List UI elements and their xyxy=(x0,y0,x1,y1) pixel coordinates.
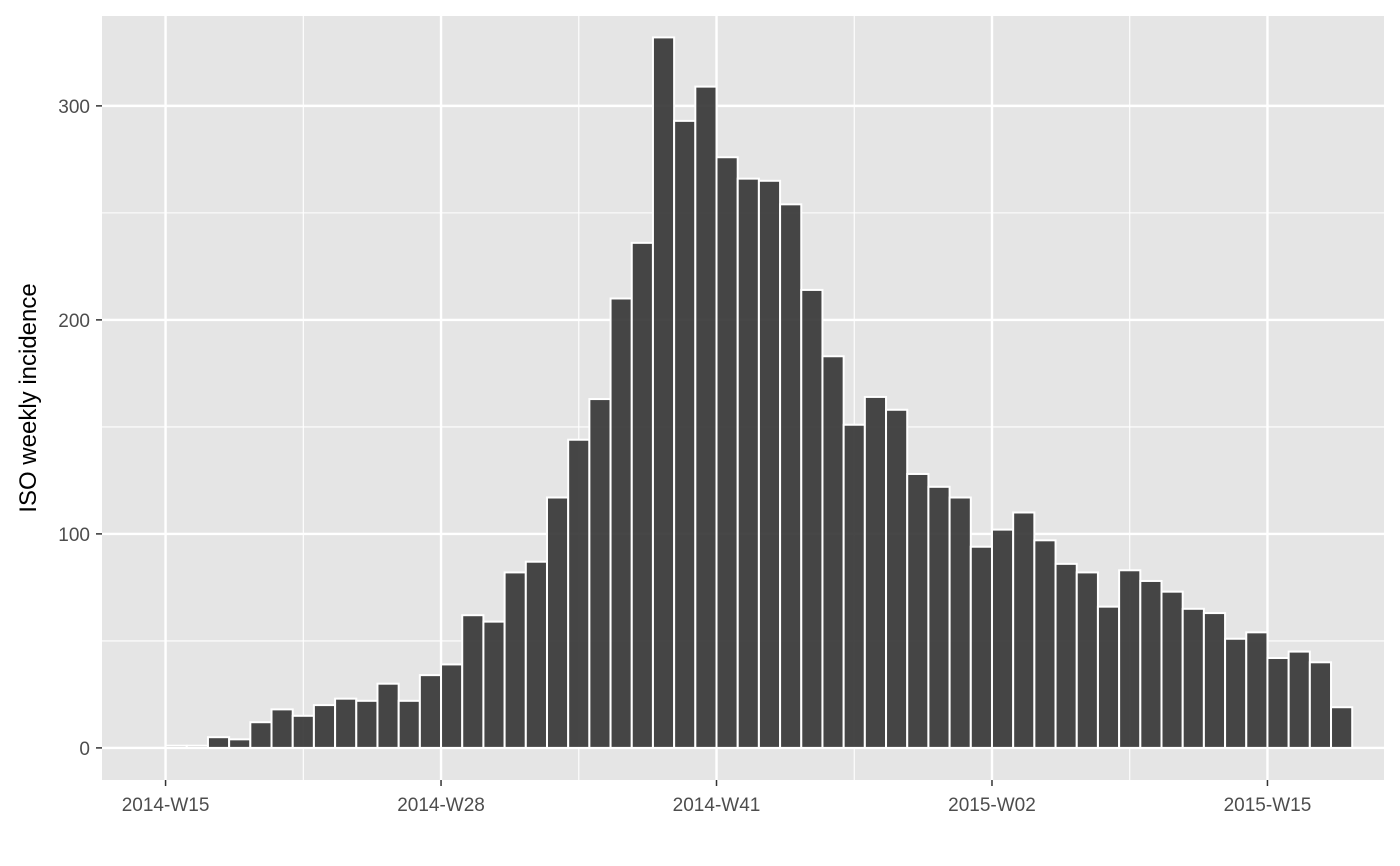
bar-2015-W06 xyxy=(1075,571,1099,749)
bar-2014-W15 xyxy=(164,744,188,749)
bar-2014-W40 xyxy=(694,85,718,749)
bar-2014-W35 xyxy=(588,398,612,749)
bar-2015-W01 xyxy=(969,545,993,749)
bar-2014-W49 xyxy=(885,408,909,749)
bar-2014-W29 xyxy=(461,614,485,749)
bar-2014-W38 xyxy=(651,36,676,749)
bar-2014-W25 xyxy=(376,682,400,749)
bar-2014-W43 xyxy=(757,179,782,749)
bar-2015-W09 xyxy=(1139,579,1163,749)
bar-2014-W24 xyxy=(355,699,379,749)
bar-2015-W12 xyxy=(1202,612,1227,749)
bar-2014-W17 xyxy=(206,736,231,749)
y-tick-label: 100 xyxy=(58,525,90,546)
y-tick-label: 0 xyxy=(79,739,90,760)
bar-2015-W17 xyxy=(1308,661,1333,749)
bar-2014-W37 xyxy=(630,241,654,749)
bar-2015-W07 xyxy=(1096,605,1121,749)
bar-2015-W10 xyxy=(1160,590,1184,749)
bar-2014-W34 xyxy=(567,438,591,749)
x-tick-label: 2015-W15 xyxy=(1224,795,1312,816)
bar-2015-W04 xyxy=(1033,539,1057,749)
bar-2014-W21 xyxy=(291,714,315,749)
y-tick-label: 200 xyxy=(58,311,90,332)
bar-2014-W51 xyxy=(927,485,951,749)
x-tick-label: 2015-W02 xyxy=(948,795,1036,816)
bar-2014-W33 xyxy=(545,496,570,749)
bar-2014-W36 xyxy=(609,297,633,749)
bar-2015-W16 xyxy=(1287,650,1311,749)
bar-2014-W22 xyxy=(312,704,337,749)
bar-2015-W18 xyxy=(1330,706,1354,749)
x-tick-label: 2014-W15 xyxy=(122,795,210,816)
bar-series xyxy=(164,36,1354,749)
bar-2014-W16 xyxy=(185,744,209,749)
bar-2014-W32 xyxy=(524,560,548,749)
bar-2015-W15 xyxy=(1266,657,1290,749)
bar-2014-W18 xyxy=(228,738,252,749)
bar-2014-W23 xyxy=(334,697,358,749)
bar-2014-W20 xyxy=(270,708,294,749)
bar-2014-W27 xyxy=(418,674,443,749)
bar-2014-W48 xyxy=(863,395,888,749)
bar-2015-W08 xyxy=(1118,569,1142,749)
bar-2014-W50 xyxy=(906,472,930,749)
bar-2015-W03 xyxy=(1012,511,1036,749)
x-axis-ticks: 2014-W15 2014-W28 2014-W41 2015-W02 2015-W15 xyxy=(122,780,1312,816)
y-axis-title: ISO weekly incidence xyxy=(15,283,42,512)
x-tick-label: 2014-W28 xyxy=(397,795,485,816)
bar-2014-W31 xyxy=(503,571,527,749)
bar-2014-W39 xyxy=(673,119,697,749)
bar-2015-W14 xyxy=(1245,631,1269,749)
bar-2014-W42 xyxy=(736,177,760,749)
x-tick-label: 2014-W41 xyxy=(673,795,761,816)
y-tick-label: 300 xyxy=(58,97,90,118)
bar-2014-W44 xyxy=(779,203,803,749)
bar-2015-W05 xyxy=(1054,562,1078,749)
bar-2015-W13 xyxy=(1224,637,1248,749)
bar-2014-W52 xyxy=(948,496,972,749)
bar-2014-W28 xyxy=(440,663,464,749)
bar-2015-W11 xyxy=(1181,607,1205,749)
bar-2014-W41 xyxy=(715,156,739,749)
bar-2014-W46 xyxy=(821,355,845,749)
bar-2014-W45 xyxy=(800,288,824,749)
y-axis-ticks: 0 100 200 300 xyxy=(58,97,102,760)
bar-2014-W26 xyxy=(397,699,421,749)
bar-2015-W02 xyxy=(990,528,1015,749)
bar-2014-W19 xyxy=(249,721,273,749)
bar-2014-W30 xyxy=(482,620,506,749)
bar-2014-W47 xyxy=(842,423,866,749)
